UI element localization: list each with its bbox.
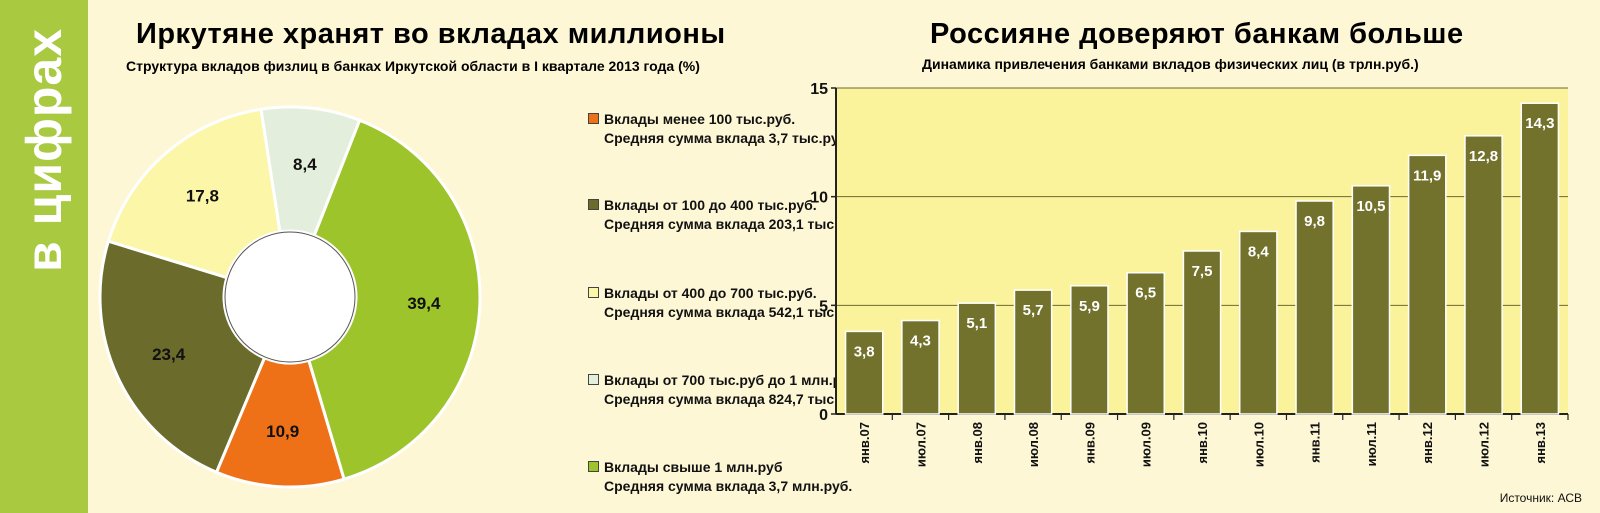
bar [1126,271,1166,415]
legend-text: Средняя сумма вклада 542,1 тыс.руб [604,304,863,320]
bar-value-label: 5,9 [1079,298,1100,315]
legend-item: Вклады от 100 до 400 тыс.руб. Средняя сум… [588,196,867,234]
bar [1238,230,1278,415]
donut-title: Иркутяне хранят во вкладах миллионы [136,18,726,50]
bar [901,319,940,415]
bar [1013,289,1053,415]
x-tick-label: янв.07 [857,422,872,464]
legend-text: Вклады менее 100 тыс.руб. [604,111,796,127]
bar [1070,285,1109,415]
bar [844,330,884,415]
legend-text: Средняя сумма вклада 3,7 тыс.руб. [604,130,852,146]
legend-item: Вклады от 700 тыс.руб до 1 млн.руб Средня… [588,371,867,409]
donut-slice-label: 8,4 [293,155,317,174]
donut-hole [224,231,356,363]
donut-slice-label: 39,4 [407,294,441,313]
donut-slice [98,239,267,475]
x-tick-label: янв.11 [1308,422,1323,463]
bar-value-label: 8,4 [1248,243,1270,260]
legend-text: Вклады от 100 до 400 тыс.руб. [604,197,817,213]
donut-slice [259,105,362,238]
legend-swatch [588,374,599,385]
donut-chart: 39,4 10,9 23,4 17,8 8,4 [98,105,482,489]
x-tick-label: янв.08 [970,422,985,464]
legend-swatch [588,113,599,124]
bar-value-label: 10,5 [1356,198,1385,215]
donut-panel: Иркутяне хранят во вкладах миллионы Стру… [96,10,867,505]
donut-slice [106,107,282,280]
legend-text: Вклады от 700 тыс.руб до 1 млн.руб [604,372,858,388]
legend-text: Средняя сумма вклада 203,1 тыс.руб. [604,216,867,232]
bar-value-label: 5,7 [1023,302,1044,319]
x-tick-label: июл.11 [1364,422,1379,466]
x-tick-label: янв.12 [1420,422,1435,464]
x-tick-label: июл.12 [1477,422,1492,467]
legend-swatch [588,199,599,210]
bar-value-label: 5,1 [966,315,987,332]
bar-chart: 0 5 10 15 3,8 янв.07 4,3 июл.07 5,1 янв.08 5,7 июл.… [810,81,1569,467]
x-tick-label: июл.10 [1251,422,1266,467]
bar-value-label: 4,3 [910,333,931,350]
donut-slice [306,118,482,482]
bar-value-label: 14,3 [1525,115,1554,132]
legend-text: Средняя сумма вклада 3,7 млн.руб. [604,478,853,494]
x-tick-label: янв.10 [1195,422,1210,464]
y-tick-label: 0 [819,407,828,424]
bar [1351,185,1391,415]
bar [1295,200,1334,415]
bar [957,302,997,415]
legend-text: Вклады свыше 1 млн.руб [604,459,783,475]
side-band-label: в цифрах [16,27,72,273]
bar-title: Россияне доверяют банкам больше [930,18,1464,50]
bar [1407,154,1447,415]
legend-swatch [588,287,599,298]
bar [1464,135,1503,415]
y-tick-label: 5 [819,298,828,315]
legend-text: Вклады от 400 до 700 тыс.руб. [604,285,817,301]
donut-slice [214,355,346,489]
bar [1182,250,1222,415]
y-tick-label: 10 [810,190,828,207]
bar-value-label: 11,9 [1413,167,1441,184]
bar-value-label: 12,8 [1469,148,1498,165]
x-tick-label: янв.13 [1533,422,1548,464]
bar-value-label: 3,8 [854,343,875,360]
legend-swatch [588,461,599,472]
donut-subtitle: Структура вкладов физлиц в банках Иркутс… [126,58,700,74]
bar-value-label: 7,5 [1192,263,1213,280]
bar-subtitle: Динамика привлечения банками вкладов физ… [922,56,1419,72]
donut-slice-label: 17,8 [186,187,219,206]
x-tick-label: июл.08 [1026,422,1041,467]
legend-item: Вклады свыше 1 млн.руб Средняя сумма вкла… [588,458,853,496]
source-note: Источник: АСВ [1499,491,1582,505]
x-tick-label: июл.09 [1139,422,1154,467]
bar-value-label: 6,5 [1135,285,1156,302]
bar [1520,102,1560,415]
legend-text: Средняя сумма вклада 824,7 тыс.руб. [604,391,867,407]
donut-slice-label: 23,4 [152,345,186,364]
x-tick-label: июл.07 [913,422,928,467]
donut-slice-label: 10,9 [266,422,299,441]
bar-value-label: 9,8 [1304,213,1325,230]
legend-item: Вклады менее 100 тыс.руб. Средняя сумма в… [588,110,852,148]
x-tick-label: янв.09 [1082,422,1097,464]
y-tick-label: 15 [810,81,828,98]
side-band: в цифрах [0,0,88,513]
legend-item: Вклады от 400 до 700 тыс.руб. Средняя сум… [588,284,863,322]
